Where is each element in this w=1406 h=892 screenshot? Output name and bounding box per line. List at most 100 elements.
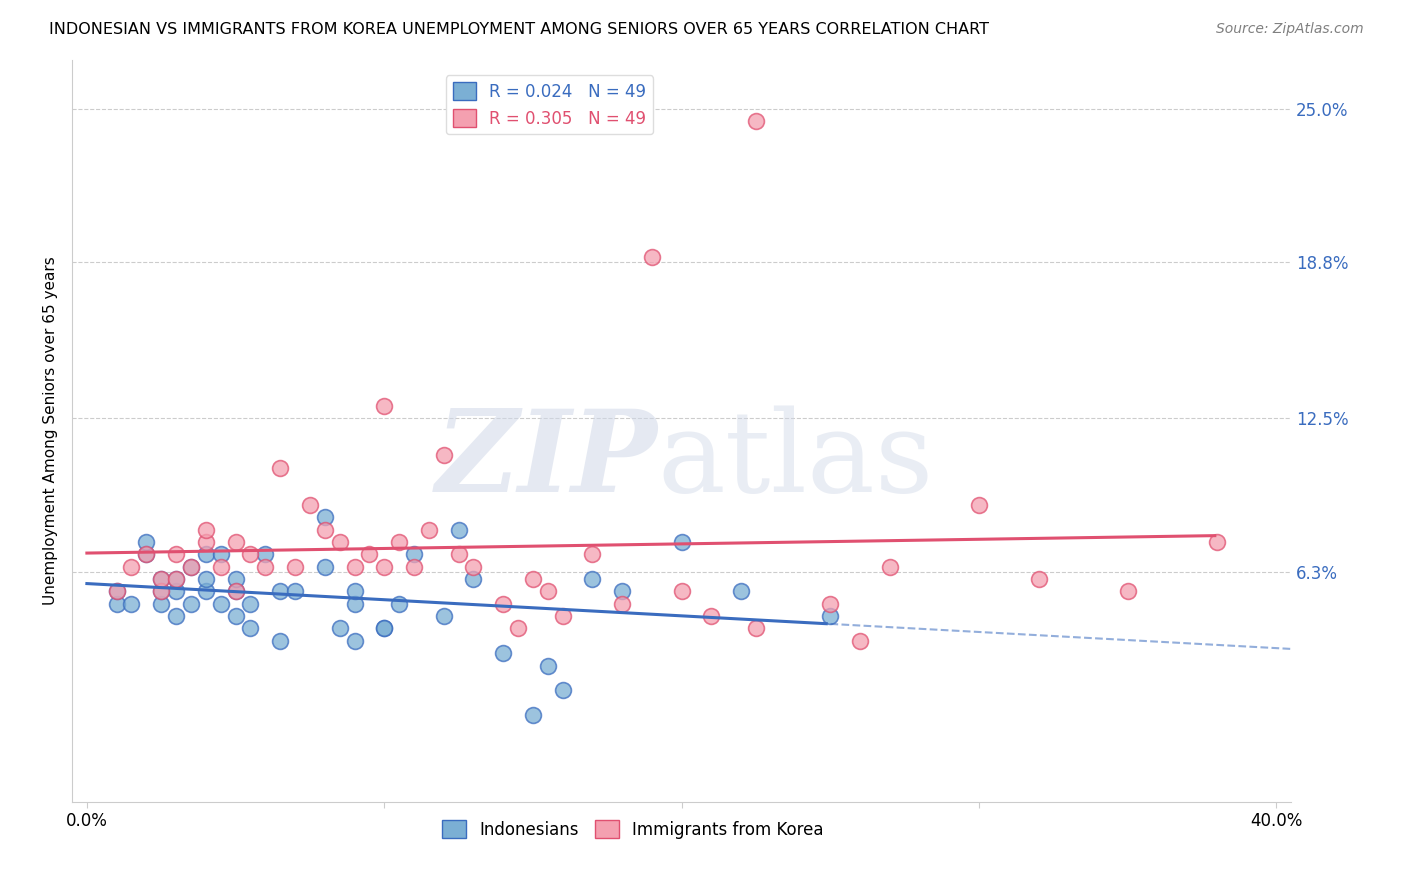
Point: [967, 498, 990, 512]
Point: [730, 584, 752, 599]
Point: [269, 584, 291, 599]
Point: [433, 448, 456, 462]
Point: [194, 523, 217, 537]
Point: [135, 547, 157, 561]
Point: [522, 708, 544, 723]
Point: [879, 559, 901, 574]
Point: [135, 547, 157, 561]
Point: [165, 572, 187, 586]
Point: [284, 584, 307, 599]
Point: [180, 559, 202, 574]
Point: [447, 523, 470, 537]
Point: [641, 251, 664, 265]
Point: [581, 547, 603, 561]
Point: [612, 597, 634, 611]
Point: [194, 584, 217, 599]
Text: ZIP: ZIP: [436, 405, 657, 516]
Point: [150, 584, 173, 599]
Text: Source: ZipAtlas.com: Source: ZipAtlas.com: [1216, 22, 1364, 37]
Point: [165, 547, 187, 561]
Point: [1116, 584, 1139, 599]
Point: [150, 572, 173, 586]
Point: [849, 633, 872, 648]
Point: [105, 597, 128, 611]
Point: [225, 534, 247, 549]
Point: [284, 559, 307, 574]
Point: [373, 622, 395, 636]
Text: atlas: atlas: [657, 405, 934, 516]
Point: [537, 658, 560, 673]
Point: [402, 559, 425, 574]
Point: [194, 547, 217, 561]
Point: [343, 597, 366, 611]
Point: [671, 534, 693, 549]
Y-axis label: Unemployment Among Seniors over 65 years: Unemployment Among Seniors over 65 years: [44, 256, 58, 605]
Point: [225, 584, 247, 599]
Point: [314, 523, 336, 537]
Point: [298, 498, 321, 512]
Point: [537, 584, 560, 599]
Point: [343, 633, 366, 648]
Point: [121, 597, 143, 611]
Point: [105, 584, 128, 599]
Point: [209, 597, 232, 611]
Point: [402, 547, 425, 561]
Point: [329, 534, 352, 549]
Point: [194, 534, 217, 549]
Point: [433, 609, 456, 624]
Point: [1206, 534, 1229, 549]
Point: [671, 584, 693, 599]
Point: [269, 460, 291, 475]
Point: [150, 572, 173, 586]
Point: [180, 559, 202, 574]
Point: [463, 572, 485, 586]
Point: [209, 547, 232, 561]
Point: [820, 597, 842, 611]
Point: [343, 559, 366, 574]
Point: [225, 584, 247, 599]
Point: [492, 646, 515, 660]
Point: [254, 547, 277, 561]
Point: [165, 609, 187, 624]
Point: [373, 559, 395, 574]
Point: [551, 609, 574, 624]
Point: [551, 683, 574, 698]
Point: [254, 559, 277, 574]
Point: [194, 572, 217, 586]
Point: [820, 609, 842, 624]
Text: INDONESIAN VS IMMIGRANTS FROM KOREA UNEMPLOYMENT AMONG SENIORS OVER 65 YEARS COR: INDONESIAN VS IMMIGRANTS FROM KOREA UNEM…: [49, 22, 990, 37]
Point: [314, 559, 336, 574]
Point: [329, 622, 352, 636]
Point: [209, 559, 232, 574]
Legend: Indonesians, Immigrants from Korea: Indonesians, Immigrants from Korea: [436, 814, 830, 846]
Point: [463, 559, 485, 574]
Point: [373, 622, 395, 636]
Point: [225, 609, 247, 624]
Point: [239, 597, 262, 611]
Point: [239, 547, 262, 561]
Point: [418, 523, 440, 537]
Point: [492, 597, 515, 611]
Point: [506, 622, 529, 636]
Point: [700, 609, 723, 624]
Point: [150, 597, 173, 611]
Point: [150, 584, 173, 599]
Point: [180, 597, 202, 611]
Point: [343, 584, 366, 599]
Point: [269, 633, 291, 648]
Point: [581, 572, 603, 586]
Point: [105, 584, 128, 599]
Point: [447, 547, 470, 561]
Point: [388, 534, 411, 549]
Point: [165, 584, 187, 599]
Point: [225, 572, 247, 586]
Point: [745, 114, 768, 128]
Point: [388, 597, 411, 611]
Point: [165, 572, 187, 586]
Point: [314, 510, 336, 524]
Point: [612, 584, 634, 599]
Point: [135, 534, 157, 549]
Point: [239, 622, 262, 636]
Point: [522, 572, 544, 586]
Point: [373, 399, 395, 413]
